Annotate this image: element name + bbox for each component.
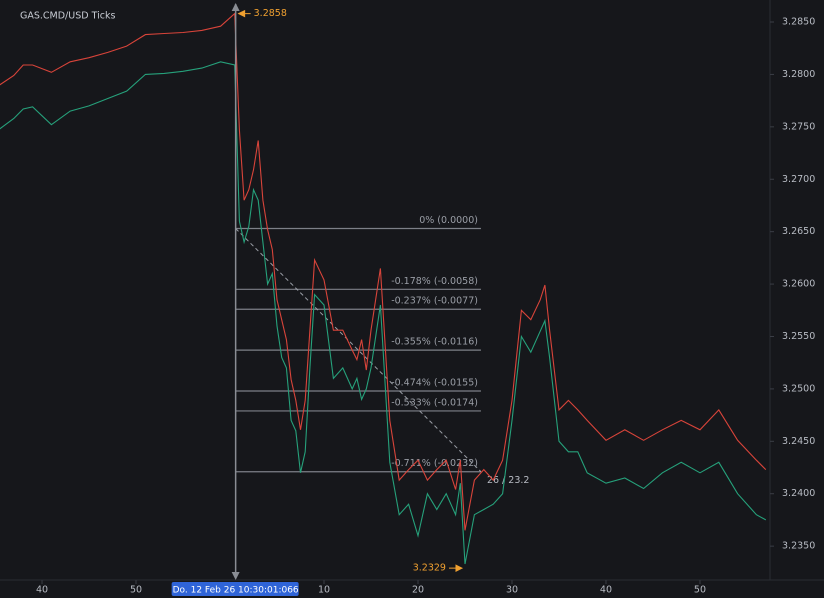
x-tick-label: 50 xyxy=(130,585,142,596)
price-line xyxy=(0,61,767,565)
low-label: 3.2329 xyxy=(413,563,446,574)
y-tick-label: 3.2550 xyxy=(782,331,815,342)
x-tick-label: 40 xyxy=(36,585,48,596)
high-label: 3.2858 xyxy=(254,8,287,19)
y-tick-label: 3.2400 xyxy=(782,488,815,499)
x-tick-label: 50 xyxy=(694,585,706,596)
high-arrow xyxy=(237,9,251,18)
crosshair-label: Do. 12 Feb 26 10:30:01:066 xyxy=(173,586,299,596)
y-tick-label: 3.2650 xyxy=(782,226,815,237)
y-tick-label: 3.2850 xyxy=(782,17,815,28)
price-line xyxy=(0,12,767,531)
fib-level-label: -0.474% (-0.0155) xyxy=(391,377,478,388)
y-tick-label: 3.2600 xyxy=(782,279,815,290)
fib-level-label: -0.355% (-0.0116) xyxy=(391,337,478,348)
low-arrow xyxy=(448,564,464,572)
fib-level-label: -0.237% (-0.0077) xyxy=(391,296,478,307)
fib-level-label: -0.711% (-0.0232) xyxy=(391,458,478,469)
x-tick-label: 40 xyxy=(600,585,612,596)
measure-line xyxy=(235,228,482,473)
crosshair-label-bg xyxy=(171,582,299,596)
measure-label: 26 / 23.2 xyxy=(487,475,529,486)
y-tick-label: 3.2800 xyxy=(782,69,815,80)
chart-title: GAS.CMD/USD Ticks xyxy=(20,11,115,22)
y-tick-label: 3.2750 xyxy=(782,121,815,132)
y-tick-label: 3.2350 xyxy=(782,541,815,552)
arrow-head xyxy=(231,3,240,11)
x-tick-label: 30 xyxy=(506,585,518,596)
fib-level-label: -0.533% (-0.0174) xyxy=(391,397,478,408)
fib-level-label: 0% (0.0000) xyxy=(419,215,478,226)
arrow-head xyxy=(231,572,240,580)
x-tick-label: 10 xyxy=(318,585,330,596)
y-tick-label: 3.2450 xyxy=(782,436,815,447)
x-tick-label: 20 xyxy=(412,585,424,596)
fib-level-label: -0.178% (-0.0058) xyxy=(391,276,478,287)
y-tick-label: 3.2500 xyxy=(782,383,815,394)
y-tick-label: 3.2700 xyxy=(782,174,815,185)
